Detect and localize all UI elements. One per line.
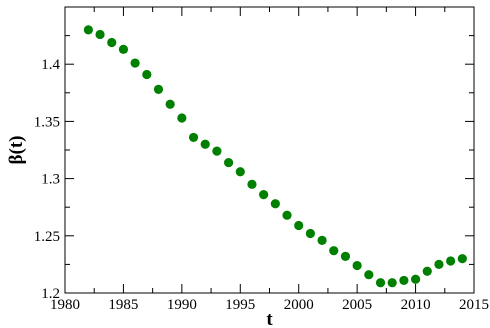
data-point (270, 199, 280, 209)
y-axis-label: β(t) (6, 136, 27, 165)
data-point (446, 256, 456, 266)
data-points (83, 25, 467, 288)
data-point (130, 58, 140, 68)
x-tick-label: 2010 (401, 297, 431, 313)
data-point (224, 157, 234, 168)
data-point (165, 99, 175, 109)
data-point (188, 132, 199, 143)
data-point (259, 190, 269, 200)
x-tick-label: 2000 (284, 297, 314, 313)
x-tick-label: 2005 (342, 297, 372, 313)
y-tick-label: 1.2 (41, 286, 60, 302)
data-point (200, 139, 210, 149)
x-tick-label: 1990 (167, 297, 197, 313)
data-point (340, 251, 351, 261)
data-point (107, 37, 117, 48)
data-point (282, 210, 292, 220)
x-tick-label: 1980 (50, 297, 80, 313)
data-point (399, 275, 409, 286)
data-point (212, 146, 222, 156)
data-point (434, 259, 444, 269)
data-point (235, 167, 245, 177)
data-point (142, 69, 152, 80)
data-point (95, 29, 105, 40)
data-point (422, 266, 432, 276)
y-tick-labels: 1.2 1.25 1.3 1.35 1.4 (34, 57, 61, 302)
y-tick-label: 1.25 (34, 229, 60, 245)
data-point (329, 246, 339, 256)
data-point (247, 179, 257, 189)
data-point (294, 220, 304, 231)
data-point (118, 44, 129, 54)
data-point (457, 254, 467, 264)
data-point (387, 278, 397, 288)
x-tick-label: 1995 (225, 297, 255, 313)
data-point (317, 235, 327, 245)
x-axis-label: t (266, 309, 273, 328)
data-point (305, 228, 315, 239)
data-point (375, 278, 386, 288)
y-tick-label: 1.3 (41, 172, 60, 188)
data-point (83, 25, 93, 35)
data-point (352, 260, 362, 271)
axis-ticks (64, 7, 475, 294)
y-tick-label: 1.4 (41, 57, 60, 73)
data-point (177, 113, 187, 123)
data-point (364, 270, 374, 280)
x-tick-label: 1985 (108, 297, 138, 313)
y-tick-label: 1.35 (34, 114, 60, 130)
x-tick-label: 2015 (459, 297, 489, 313)
x-tick-labels: 1980 1985 1990 1995 2000 2005 2010 2015 (50, 297, 489, 313)
data-point (153, 84, 164, 94)
data-point (410, 274, 421, 284)
